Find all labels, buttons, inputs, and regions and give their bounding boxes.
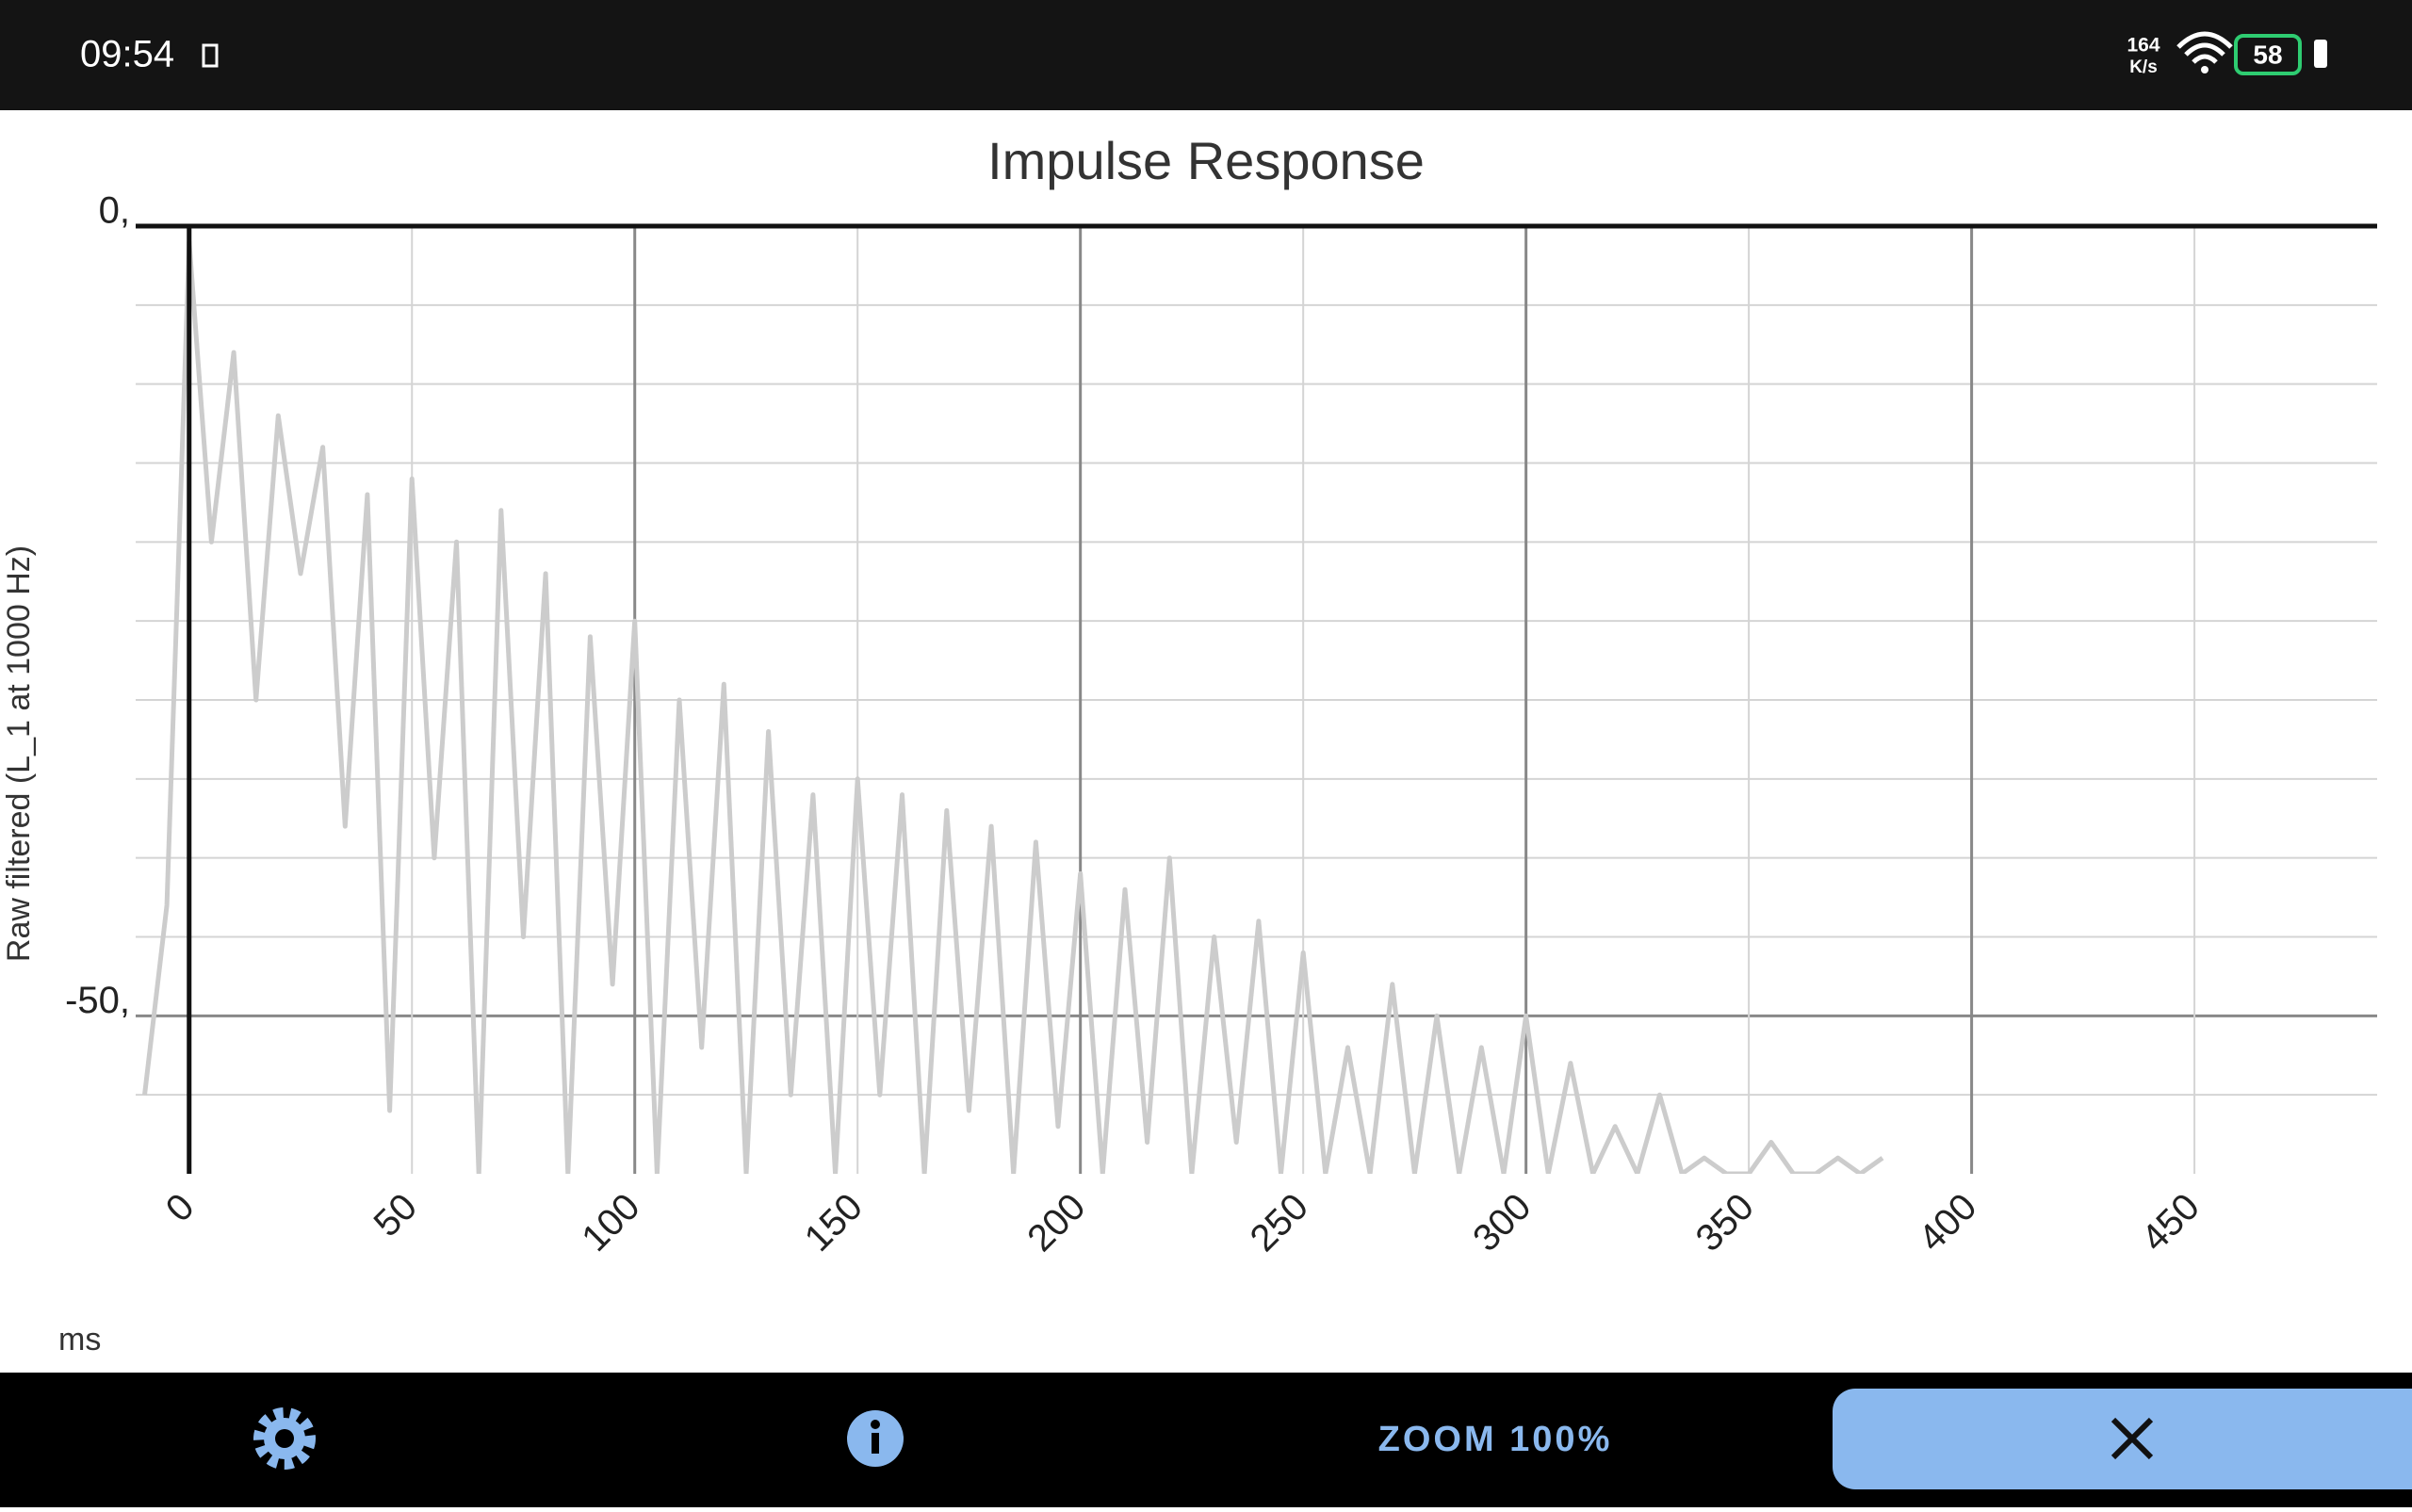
wifi-dot — [2201, 66, 2208, 73]
x-tick-label: 0 — [158, 1186, 203, 1230]
x-tick-label: 350 — [1688, 1186, 1762, 1260]
zoom-button[interactable]: ZOOM 100% — [1378, 1420, 1613, 1459]
plot — [142, 239, 1884, 1174]
battery-level: 58 — [2253, 40, 2282, 69]
y-axis-label: Raw filtered (L_1 at 1000 Hz) — [1, 545, 37, 962]
x-tick-label: 50 — [366, 1186, 425, 1245]
grid — [136, 226, 2377, 1174]
settings-button[interactable] — [253, 1407, 316, 1470]
x-tick-label: 400 — [1911, 1186, 1984, 1260]
status-bar — [0, 0, 2412, 110]
x-axis-label: ms — [58, 1322, 101, 1358]
net-unit: K/s — [2129, 57, 2158, 77]
close-icon — [2110, 1417, 2154, 1460]
charging-icon — [2314, 40, 2327, 68]
y-tick-label: -50, — [65, 980, 130, 1021]
x-tick-label: 150 — [797, 1186, 871, 1260]
info-button[interactable] — [847, 1410, 904, 1467]
x-tick-label: 250 — [1243, 1186, 1316, 1260]
impulse-line — [142, 239, 1884, 1174]
x-tick-label: 200 — [1019, 1186, 1093, 1260]
status-icon — [202, 43, 219, 68]
x-tick-label: 300 — [1465, 1186, 1539, 1260]
net-speed: 164 — [2127, 35, 2159, 57]
wifi-icon — [2176, 31, 2233, 64]
clock: 09:54 — [80, 34, 174, 75]
x-tick-label: 450 — [2134, 1186, 2208, 1260]
close-button[interactable] — [1833, 1389, 2412, 1489]
chart-title: Impulse Response — [987, 131, 1425, 190]
x-tick-label: 100 — [574, 1186, 647, 1260]
battery — [2234, 34, 2302, 75]
y-tick-label: 0, — [99, 190, 130, 232]
